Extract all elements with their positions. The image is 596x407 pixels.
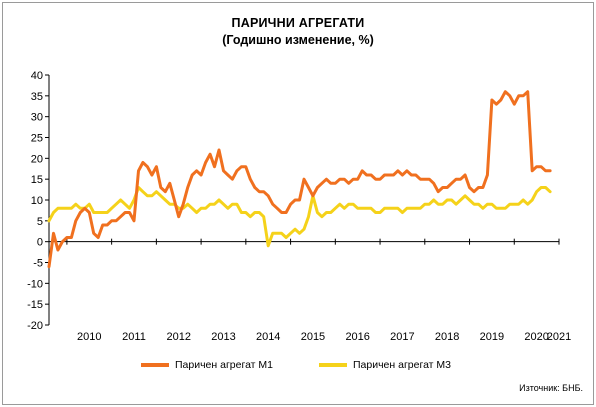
x-tick-label: 2021 [547, 331, 571, 343]
x-tick-label: 2013 [211, 331, 235, 343]
x-tick-label: 2014 [256, 331, 280, 343]
y-tick-label: -15 [27, 299, 43, 311]
x-tick-label: 2017 [390, 331, 414, 343]
x-tick-label: 2018 [435, 331, 459, 343]
y-tick-label: 0 [37, 237, 43, 249]
x-tick-label: 2016 [345, 331, 369, 343]
legend-swatch-m1 [141, 363, 169, 367]
y-tick-label: 10 [31, 195, 43, 207]
legend-item-m1: Паричен агрегат М1 [141, 359, 273, 371]
x-tick-label: 2015 [301, 331, 325, 343]
y-tick-label: 30 [31, 112, 43, 124]
x-tick-label: 2010 [77, 331, 101, 343]
series-line-m3 [47, 186, 552, 248]
y-tick-label: 25 [31, 133, 43, 145]
y-tick-label: 40 [31, 70, 43, 82]
legend-swatch-m3 [319, 363, 347, 367]
x-tick-label: 2011 [122, 331, 146, 343]
y-tick-label: 20 [31, 153, 43, 165]
legend-label-m3: Паричен агрегат М3 [353, 359, 451, 371]
chart-title: ПАРИЧНИ АГРЕГАТИ [231, 16, 365, 30]
y-tick-label: 15 [31, 174, 43, 186]
y-tick-label: -5 [33, 258, 43, 270]
series-line-m1 [47, 90, 552, 269]
x-tick-label: 2019 [480, 331, 504, 343]
y-tick-label: -10 [27, 278, 43, 290]
source-note: Източник: БНБ. [519, 383, 583, 393]
y-tick-label: 5 [37, 216, 43, 228]
x-tick-label: 2012 [166, 331, 190, 343]
series-layer [47, 90, 552, 269]
y-tick-label: -20 [27, 320, 43, 332]
legend-item-m3: Паричен агрегат М3 [319, 359, 451, 371]
chart-subtitle: (Годишно изменение, %) [222, 33, 374, 47]
legend-label-m1: Паричен агрегат М1 [175, 359, 273, 371]
x-tick-label: 2020 [524, 331, 548, 343]
y-tick-label: 35 [31, 91, 43, 103]
